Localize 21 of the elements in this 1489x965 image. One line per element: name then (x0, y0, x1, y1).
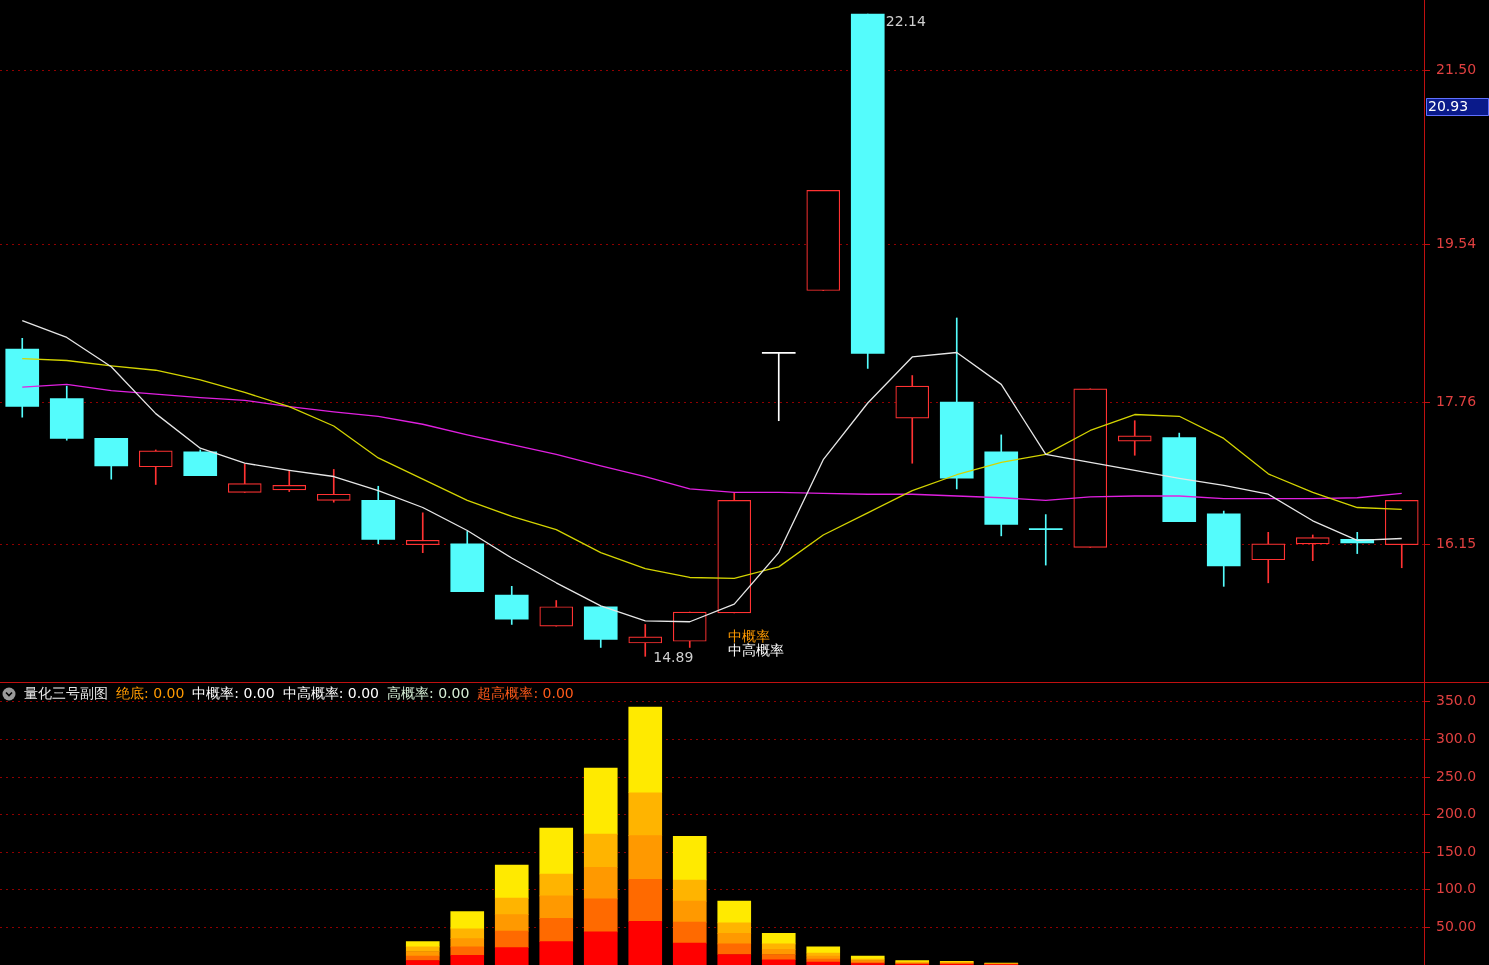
y-tick-label: 16.15 (1436, 535, 1477, 552)
y-tick-label: 21.50 (1436, 61, 1477, 78)
y-tick-label: 300.0 (1436, 730, 1477, 747)
chart-title: 量化三号副图 (24, 685, 108, 703)
y-tick-label: 50.00 (1436, 918, 1477, 935)
y-tick-label: 19.54 (1436, 235, 1477, 252)
y-tick-label: 250.0 (1436, 767, 1477, 784)
annotation: 中概率: 0.00 (192, 685, 275, 703)
y-tick-label: 150.0 (1436, 842, 1477, 859)
annotation: 高概率: 0.00 (387, 685, 470, 703)
annotation: 中概率 (728, 627, 770, 644)
annotation: 22.14 (885, 12, 926, 29)
annotation: 中高概率: 0.00 (282, 685, 380, 703)
annotation: 超高概率: 0.00 (477, 685, 574, 703)
annotation: 绝底: 0.00 (116, 685, 185, 703)
y-tick-label: 100.0 (1436, 880, 1477, 897)
annotation: 14.89 (653, 648, 694, 665)
y-tick-label: 17.76 (1436, 392, 1477, 409)
y-tick-label: 350.0 (1436, 692, 1477, 709)
text: 20.93 (1428, 97, 1469, 114)
y-tick-label: 200.0 (1436, 805, 1477, 822)
